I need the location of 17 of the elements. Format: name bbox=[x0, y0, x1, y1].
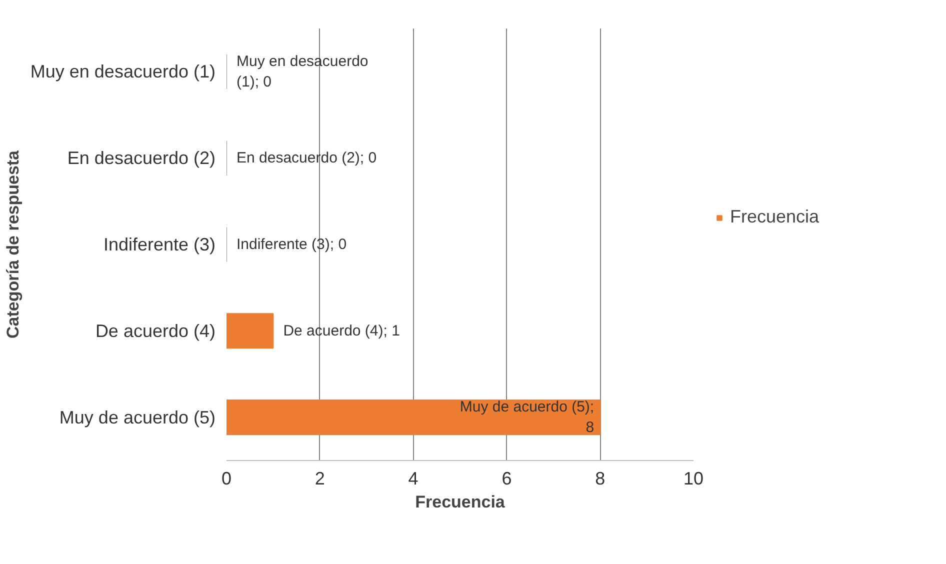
y-axis-title: Categoría de respuesta bbox=[3, 150, 22, 339]
x-axis-title: Frecuencia bbox=[415, 492, 506, 512]
x-tick-label: 2 bbox=[314, 468, 325, 488]
y-tick-label: En desacuerdo (2) bbox=[67, 148, 216, 168]
x-tick-label: 8 bbox=[595, 468, 606, 488]
x-tick-label: 4 bbox=[408, 468, 418, 488]
y-tick-label: Indiferente (3) bbox=[103, 234, 216, 254]
y-tick-label: De acuerdo (4) bbox=[95, 320, 216, 341]
x-tick-label: 6 bbox=[502, 468, 512, 488]
y-tick-label: Muy de acuerdo (5) bbox=[59, 407, 216, 428]
x-tick-label: 10 bbox=[683, 468, 704, 488]
data-label: Muy de acuerdo (5); 8 bbox=[460, 398, 594, 436]
legend-label: Frecuencia bbox=[730, 206, 820, 228]
x-tick-label: 0 bbox=[221, 468, 232, 488]
bar bbox=[226, 313, 274, 349]
y-tick-label: Muy en desacuerdo (1) bbox=[30, 62, 216, 82]
bar bbox=[226, 400, 601, 436]
